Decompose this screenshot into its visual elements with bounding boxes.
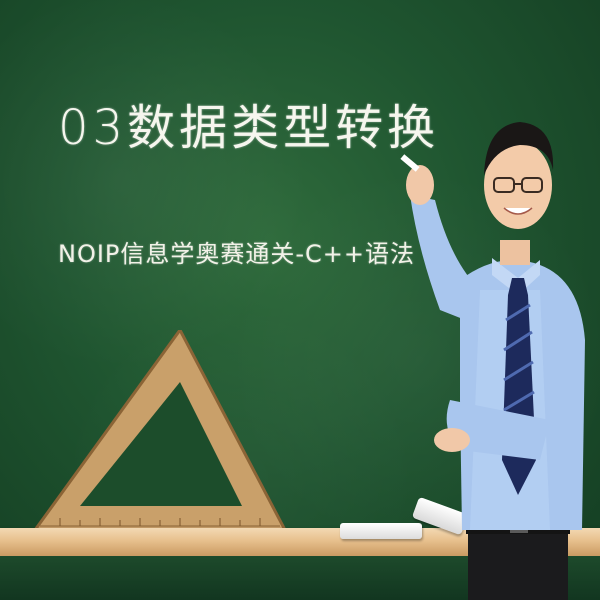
chalk-piece <box>340 523 422 539</box>
course-title: 03数据类型转换 <box>58 100 440 156</box>
teacher-figure <box>400 122 585 600</box>
triangle-ruler <box>32 330 288 532</box>
course-subtitle: NOIP信息学奥赛通关-C++语法 <box>58 240 416 268</box>
